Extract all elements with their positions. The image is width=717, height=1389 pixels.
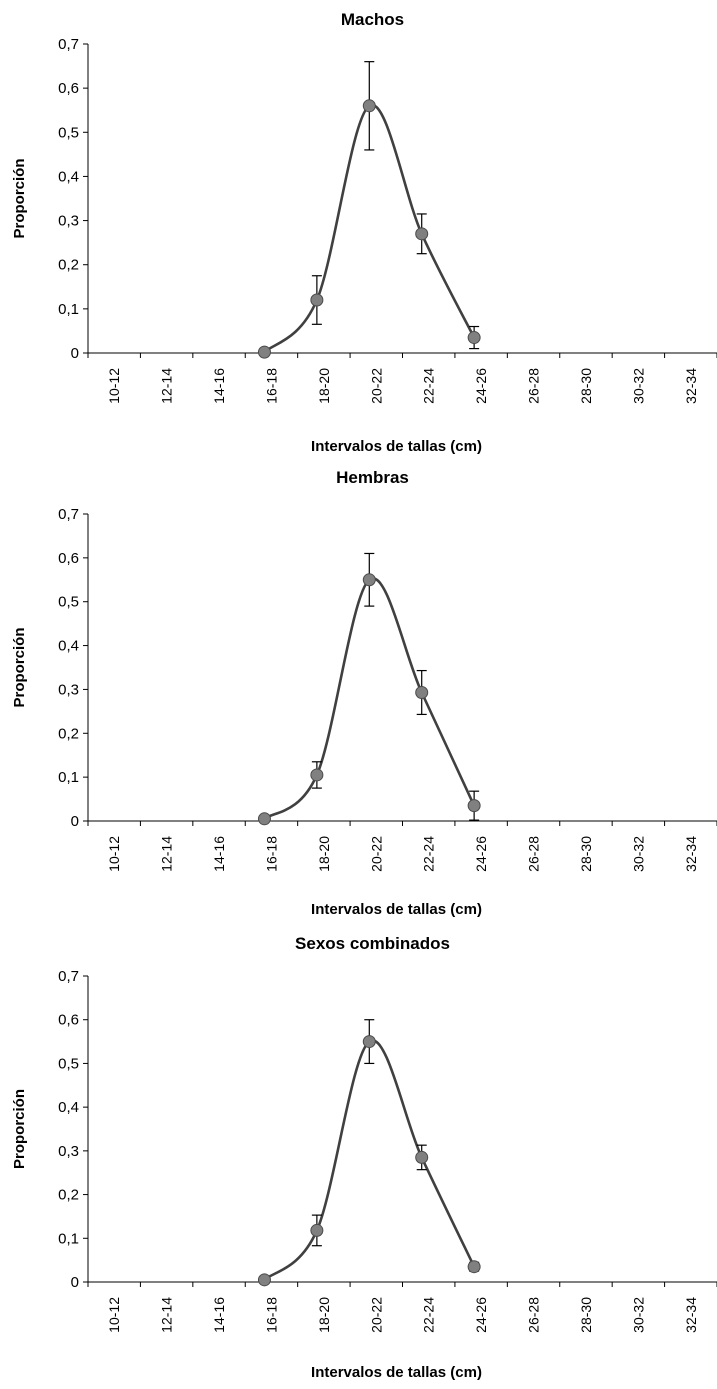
x-tick-label: 10-12 — [106, 836, 122, 872]
y-tick-label: 0,4 — [58, 1099, 79, 1116]
x-tick-label: 10-12 — [106, 368, 122, 404]
x-tick-label: 30-32 — [630, 836, 646, 872]
y-tick-label: 0,5 — [58, 124, 79, 141]
x-tick-label: 26-28 — [526, 1297, 542, 1333]
x-axis-label: Intervalos de tallas (cm) — [311, 1364, 482, 1381]
x-tick-label: 20-22 — [368, 1297, 384, 1333]
x-tick-label: 10-12 — [106, 1297, 122, 1333]
chart-sexos-combinados: Sexos combinados 0 0,1 0,2 0,3 0,4 0,5 0,6 0,7 10… — [11, 934, 717, 1381]
y-tick-label: 0,4 — [58, 638, 79, 655]
x-tick-label: 24-26 — [473, 836, 489, 872]
y-tick-label: 0,1 — [58, 1230, 79, 1247]
chart-panel-machos: Machos 0 0,1 0,2 0,3 0,4 0,5 0,6 0,7 10-12 12-14 14… — [0, 0, 717, 463]
y-tick-label: 0,1 — [58, 301, 79, 318]
x-tick-label: 32-34 — [683, 836, 699, 872]
x-tick-label: 32-34 — [683, 368, 699, 404]
data-point — [257, 345, 271, 359]
chart-hembras: Hembras 0 0,1 0,2 0,3 0,4 0,5 0,6 0,7 10-12 12-14 1… — [11, 468, 717, 918]
y-tick-label: 0,6 — [58, 80, 79, 97]
x-tick-label: 30-32 — [630, 368, 646, 404]
x-tick-label: 22-24 — [421, 368, 437, 404]
y-tick-label: 0 — [71, 345, 79, 362]
data-point — [362, 573, 376, 587]
y-axis-label: Proporción — [11, 1089, 28, 1169]
x-tick-label: 24-26 — [473, 368, 489, 404]
y-axis-label: Proporción — [11, 158, 28, 238]
data-point — [257, 1273, 271, 1287]
x-tick-label: 14-16 — [211, 836, 227, 872]
y-tick-label: 0,7 — [58, 506, 79, 523]
y-axis-label: Proporción — [11, 627, 28, 707]
y-tick-label: 0,2 — [58, 1187, 79, 1204]
chart-machos: Machos 0 0,1 0,2 0,3 0,4 0,5 0,6 0,7 10-12 12-14 14… — [11, 10, 717, 455]
x-tick-label: 24-26 — [473, 1297, 489, 1333]
y-tick-label: 0,2 — [58, 257, 79, 274]
x-tick-label: 22-24 — [421, 836, 437, 872]
series-line — [263, 1039, 476, 1281]
data-point — [257, 812, 271, 826]
x-tick-label: 30-32 — [630, 1297, 646, 1333]
y-tick-label: 0 — [71, 1274, 79, 1291]
x-tick-label: 26-28 — [526, 836, 542, 872]
x-tick-label: 20-22 — [368, 836, 384, 872]
x-tick-label: 32-34 — [683, 1297, 699, 1333]
x-tick-label: 26-28 — [526, 368, 542, 404]
x-tick-label: 12-14 — [159, 368, 175, 404]
data-point — [467, 799, 481, 813]
x-tick-label: 22-24 — [421, 1297, 437, 1333]
x-tick-label: 18-20 — [316, 1297, 332, 1333]
y-tick-label: 0,6 — [58, 1012, 79, 1029]
x-tick-label: 12-14 — [159, 836, 175, 872]
x-tick-label: 16-18 — [263, 1297, 279, 1333]
x-tick-label: 20-22 — [368, 368, 384, 404]
data-point — [467, 331, 481, 345]
data-point — [310, 293, 324, 307]
y-tick-label: 0,2 — [58, 725, 79, 742]
data-point — [415, 1150, 429, 1164]
x-tick-label: 12-14 — [159, 1297, 175, 1333]
data-point — [310, 1223, 324, 1237]
data-point — [362, 99, 376, 113]
y-tick-label: 0,3 — [58, 681, 79, 698]
x-tick-label: 28-30 — [578, 1297, 594, 1333]
chart-title: Machos — [341, 10, 404, 29]
data-point — [362, 1035, 376, 1049]
y-tick-label: 0,7 — [58, 36, 79, 53]
chart-title: Sexos combinados — [295, 934, 450, 953]
data-point — [415, 227, 429, 241]
x-tick-label: 16-18 — [263, 368, 279, 404]
y-tick-label: 0,5 — [58, 1055, 79, 1072]
x-axis-label: Intervalos de tallas (cm) — [311, 901, 482, 918]
x-tick-label: 14-16 — [211, 368, 227, 404]
x-tick-label: 28-30 — [578, 368, 594, 404]
y-tick-label: 0,3 — [58, 1143, 79, 1160]
x-tick-label: 16-18 — [263, 836, 279, 872]
x-axis-label: Intervalos de tallas (cm) — [311, 438, 482, 455]
data-point — [415, 685, 429, 699]
chart-panel-sexos-combinados: Sexos combinados 0 0,1 0,2 0,3 0,4 0,5 0,6 0,7 10… — [0, 926, 717, 1389]
data-point — [467, 1260, 481, 1274]
chart-panel-hembras: Hembras 0 0,1 0,2 0,3 0,4 0,5 0,6 0,7 10-12 12-14 1… — [0, 463, 717, 926]
x-tick-label: 18-20 — [316, 368, 332, 404]
x-tick-label: 18-20 — [316, 836, 332, 872]
series-line — [263, 577, 476, 820]
x-tick-label: 14-16 — [211, 1297, 227, 1333]
y-tick-label: 0 — [71, 813, 79, 830]
x-tick-label: 28-30 — [578, 836, 594, 872]
y-tick-label: 0,1 — [58, 769, 79, 786]
y-tick-label: 0,7 — [58, 968, 79, 985]
y-tick-label: 0,4 — [58, 168, 79, 185]
y-tick-label: 0,6 — [58, 550, 79, 567]
y-tick-label: 0,5 — [58, 594, 79, 611]
y-tick-label: 0,3 — [58, 213, 79, 230]
data-point — [310, 768, 324, 782]
chart-title: Hembras — [336, 468, 409, 487]
